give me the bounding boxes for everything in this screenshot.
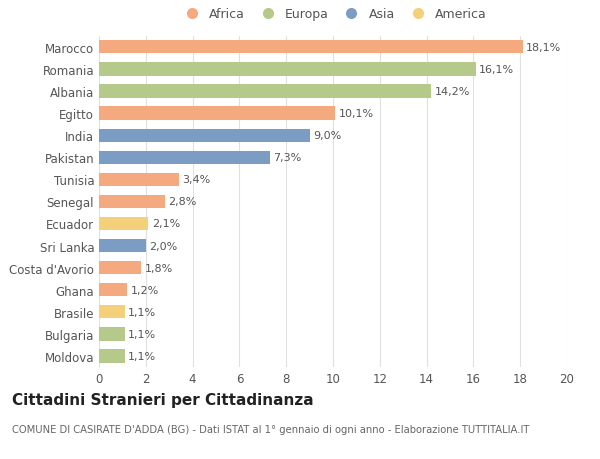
Text: Cittadini Stranieri per Cittadinanza: Cittadini Stranieri per Cittadinanza xyxy=(12,392,314,408)
Text: 1,1%: 1,1% xyxy=(128,307,157,317)
Legend: Africa, Europa, Asia, America: Africa, Europa, Asia, America xyxy=(176,6,490,24)
Text: 9,0%: 9,0% xyxy=(313,131,341,141)
Text: 10,1%: 10,1% xyxy=(339,109,374,119)
Text: 2,1%: 2,1% xyxy=(152,219,180,229)
Bar xyxy=(99,306,125,319)
Text: 2,0%: 2,0% xyxy=(149,241,178,251)
Bar xyxy=(99,151,270,164)
Text: 16,1%: 16,1% xyxy=(479,65,514,75)
Bar xyxy=(99,174,179,186)
Bar xyxy=(99,328,125,341)
Bar xyxy=(99,240,146,252)
Bar xyxy=(99,284,127,297)
Bar xyxy=(99,196,164,208)
Text: 1,1%: 1,1% xyxy=(128,351,157,361)
Bar xyxy=(99,218,148,230)
Text: 7,3%: 7,3% xyxy=(274,153,302,163)
Bar xyxy=(99,129,310,142)
Text: 3,4%: 3,4% xyxy=(182,175,211,185)
Bar xyxy=(99,107,335,120)
Text: 1,2%: 1,2% xyxy=(131,285,159,295)
Bar xyxy=(99,63,476,76)
Bar xyxy=(99,85,431,98)
Text: 14,2%: 14,2% xyxy=(435,87,470,97)
Text: 18,1%: 18,1% xyxy=(526,43,562,53)
Text: 1,8%: 1,8% xyxy=(145,263,173,273)
Text: 1,1%: 1,1% xyxy=(128,329,157,339)
Bar xyxy=(99,41,523,54)
Text: COMUNE DI CASIRATE D'ADDA (BG) - Dati ISTAT al 1° gennaio di ogni anno - Elabora: COMUNE DI CASIRATE D'ADDA (BG) - Dati IS… xyxy=(12,425,529,435)
Bar xyxy=(99,350,125,363)
Text: 2,8%: 2,8% xyxy=(168,197,196,207)
Bar xyxy=(99,262,141,274)
